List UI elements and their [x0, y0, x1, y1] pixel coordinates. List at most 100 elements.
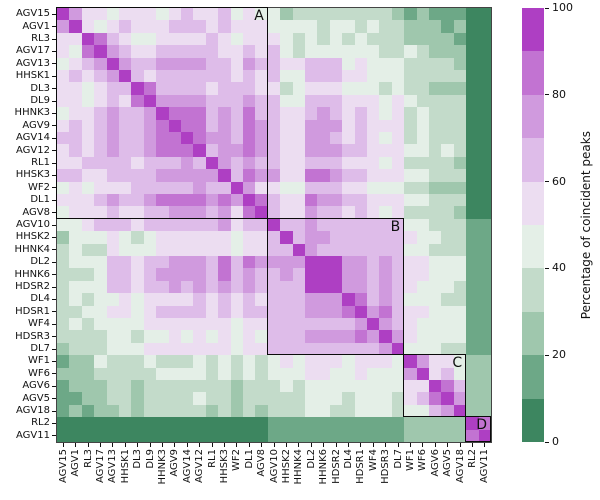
heatmap-cell	[69, 32, 82, 46]
heatmap-cell	[106, 156, 119, 170]
heatmap-cell	[255, 255, 268, 269]
colorbar-tick-mark	[545, 181, 549, 183]
heatmap-cell	[280, 94, 293, 108]
heatmap-cell	[255, 342, 268, 356]
heatmap-cell	[354, 181, 367, 194]
heatmap-cell	[379, 255, 392, 269]
heatmap-cell	[466, 429, 479, 442]
heatmap-cell	[81, 107, 95, 120]
heatmap-cell	[131, 404, 144, 418]
heatmap-cell	[94, 144, 107, 157]
colorbar-tick-mark	[545, 354, 549, 356]
heatmap-cell	[81, 218, 95, 232]
heatmap-cell	[428, 156, 442, 170]
heatmap-cell	[267, 317, 281, 331]
heatmap-cell	[57, 32, 70, 46]
y-tick-label: WF6	[27, 367, 50, 379]
heatmap-cell	[478, 268, 491, 281]
heatmap-cell	[391, 169, 405, 182]
y-tick-label: AGV14	[16, 132, 50, 144]
y-tick-label: AGV1	[22, 20, 50, 32]
heatmap-cell	[428, 317, 442, 331]
heatmap-cell	[280, 20, 293, 33]
heatmap-cell	[317, 193, 330, 207]
x-tick-mark	[112, 443, 114, 447]
heatmap-cell	[69, 379, 82, 393]
heatmap-cell	[205, 355, 219, 368]
heatmap-cell	[267, 107, 281, 120]
heatmap-cell	[441, 156, 454, 170]
heatmap-cell	[81, 342, 95, 356]
heatmap-cell	[81, 206, 95, 219]
heatmap-cell	[342, 330, 355, 343]
heatmap-cell	[106, 429, 119, 442]
x-tick-mark	[372, 443, 374, 447]
x-tick-label: HHNK6	[318, 449, 330, 485]
heatmap-cell	[304, 355, 318, 368]
x-tick-mark	[347, 443, 349, 447]
x-tick-label: RL2	[466, 449, 478, 468]
heatmap-cell	[156, 218, 169, 232]
heatmap-cell	[404, 330, 417, 343]
heatmap-cell	[156, 417, 169, 430]
y-tick-mark	[52, 385, 56, 387]
heatmap-cell	[379, 355, 392, 368]
heatmap-cell	[329, 355, 343, 368]
heatmap-cell	[168, 367, 181, 380]
heatmap-cell	[379, 293, 392, 306]
heatmap-cell	[416, 392, 429, 405]
heatmap-cell	[280, 429, 293, 442]
heatmap-cell	[180, 305, 194, 318]
heatmap-cell	[94, 243, 107, 256]
heatmap-cell	[354, 107, 367, 120]
heatmap-cell	[466, 280, 479, 294]
y-tick-mark	[52, 88, 56, 90]
heatmap-cell	[416, 243, 429, 256]
heatmap-cell	[255, 8, 268, 21]
heatmap-cell	[230, 144, 243, 157]
heatmap-cell	[416, 57, 429, 70]
heatmap-cell	[441, 20, 454, 33]
heatmap-cell	[180, 144, 194, 157]
heatmap-cell	[304, 379, 318, 393]
heatmap-cell	[94, 82, 107, 95]
x-tick-mark	[124, 443, 126, 447]
heatmap-cell	[379, 57, 392, 70]
heatmap-cell	[168, 20, 181, 33]
heatmap-cell	[391, 181, 405, 194]
heatmap-cell	[218, 305, 231, 318]
heatmap-cell	[317, 231, 330, 244]
heatmap-cell	[230, 404, 243, 418]
heatmap-cell	[131, 32, 144, 46]
heatmap-cell	[81, 94, 95, 108]
heatmap-cell	[106, 69, 119, 83]
heatmap-cell	[193, 119, 206, 132]
heatmap-cell	[168, 8, 181, 21]
heatmap-cell	[218, 8, 231, 21]
heatmap-cell	[94, 107, 107, 120]
heatmap-cell	[57, 82, 70, 95]
heatmap-cell	[81, 181, 95, 194]
heatmap-cell	[118, 181, 132, 194]
heatmap-cell	[280, 231, 293, 244]
heatmap-cell	[317, 293, 330, 306]
heatmap-cell	[441, 119, 454, 132]
heatmap-cell	[193, 379, 206, 393]
heatmap-cell	[180, 231, 194, 244]
heatmap-cell	[391, 45, 405, 58]
heatmap-cell	[416, 156, 429, 170]
heatmap-cell	[292, 45, 305, 58]
heatmap-cell	[106, 107, 119, 120]
heatmap-cell	[317, 317, 330, 331]
heatmap-cell	[168, 107, 181, 120]
heatmap-cell	[379, 144, 392, 157]
heatmap-cell	[379, 367, 392, 380]
heatmap-cell	[69, 255, 82, 269]
heatmap-cell	[118, 119, 132, 132]
heatmap-cell	[379, 82, 392, 95]
colorbar-segment	[522, 311, 544, 356]
x-tick-mark	[335, 443, 337, 447]
heatmap-cell	[317, 32, 330, 46]
heatmap-cell	[366, 131, 380, 145]
heatmap-cell	[342, 429, 355, 442]
